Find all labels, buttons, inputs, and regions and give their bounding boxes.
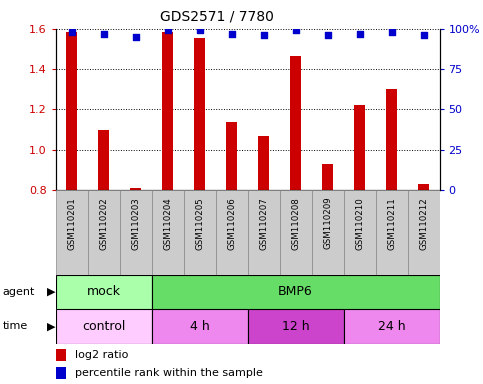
Text: log2 ratio: log2 ratio — [75, 349, 128, 359]
Text: control: control — [82, 320, 125, 333]
Point — [196, 27, 203, 33]
Text: GSM110207: GSM110207 — [259, 197, 268, 250]
Bar — [66, 32, 77, 190]
Text: GSM110208: GSM110208 — [291, 197, 300, 250]
Text: ▶: ▶ — [47, 321, 56, 331]
Bar — [98, 129, 109, 190]
Point — [99, 31, 107, 37]
Text: GSM110201: GSM110201 — [67, 197, 76, 250]
Point — [292, 27, 299, 33]
Text: time: time — [2, 321, 28, 331]
Text: GSM110211: GSM110211 — [387, 197, 396, 250]
FancyBboxPatch shape — [376, 190, 408, 275]
FancyBboxPatch shape — [248, 309, 343, 344]
Bar — [418, 184, 429, 190]
Text: mock: mock — [86, 285, 121, 298]
FancyBboxPatch shape — [87, 190, 120, 275]
FancyBboxPatch shape — [343, 309, 440, 344]
Bar — [258, 136, 269, 190]
Bar — [322, 164, 333, 190]
Text: agent: agent — [2, 287, 35, 297]
Point — [132, 34, 140, 40]
Point — [388, 29, 396, 35]
Bar — [56, 367, 66, 379]
Text: 24 h: 24 h — [378, 320, 405, 333]
Text: percentile rank within the sample: percentile rank within the sample — [75, 368, 263, 378]
FancyBboxPatch shape — [280, 190, 312, 275]
Point — [68, 29, 75, 35]
Text: GSM110205: GSM110205 — [195, 197, 204, 250]
FancyBboxPatch shape — [56, 309, 152, 344]
Bar — [354, 106, 365, 190]
Point — [227, 31, 235, 37]
Text: GSM110212: GSM110212 — [419, 197, 428, 250]
Text: 12 h: 12 h — [282, 320, 309, 333]
Text: GDS2571 / 7780: GDS2571 / 7780 — [160, 10, 274, 23]
Text: GSM110206: GSM110206 — [227, 197, 236, 250]
Bar — [290, 56, 301, 190]
Point — [260, 32, 268, 38]
Text: GSM110210: GSM110210 — [355, 197, 364, 250]
Bar — [130, 188, 141, 190]
FancyBboxPatch shape — [120, 190, 152, 275]
Bar — [386, 89, 397, 190]
Bar — [162, 32, 173, 190]
FancyBboxPatch shape — [408, 190, 440, 275]
Text: GSM110209: GSM110209 — [323, 197, 332, 250]
FancyBboxPatch shape — [56, 275, 152, 309]
FancyBboxPatch shape — [56, 190, 87, 275]
Bar — [226, 121, 237, 190]
Point — [164, 27, 171, 33]
FancyBboxPatch shape — [248, 190, 280, 275]
Bar — [194, 38, 205, 190]
FancyBboxPatch shape — [152, 190, 184, 275]
Text: GSM110204: GSM110204 — [163, 197, 172, 250]
FancyBboxPatch shape — [215, 190, 248, 275]
FancyBboxPatch shape — [343, 190, 376, 275]
Text: GSM110202: GSM110202 — [99, 197, 108, 250]
Text: ▶: ▶ — [47, 287, 56, 297]
Text: GSM110203: GSM110203 — [131, 197, 140, 250]
Point — [420, 32, 427, 38]
Point — [324, 32, 331, 38]
Text: BMP6: BMP6 — [278, 285, 313, 298]
Point — [355, 31, 363, 37]
Bar — [56, 349, 66, 361]
Text: 4 h: 4 h — [190, 320, 210, 333]
FancyBboxPatch shape — [152, 275, 440, 309]
FancyBboxPatch shape — [152, 309, 248, 344]
FancyBboxPatch shape — [312, 190, 343, 275]
FancyBboxPatch shape — [184, 190, 215, 275]
